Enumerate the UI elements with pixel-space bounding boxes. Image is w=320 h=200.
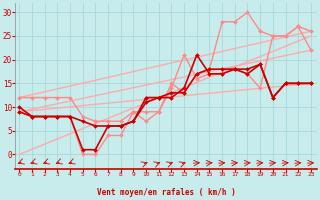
X-axis label: Vent moyen/en rafales ( km/h ): Vent moyen/en rafales ( km/h ) [97, 188, 236, 197]
